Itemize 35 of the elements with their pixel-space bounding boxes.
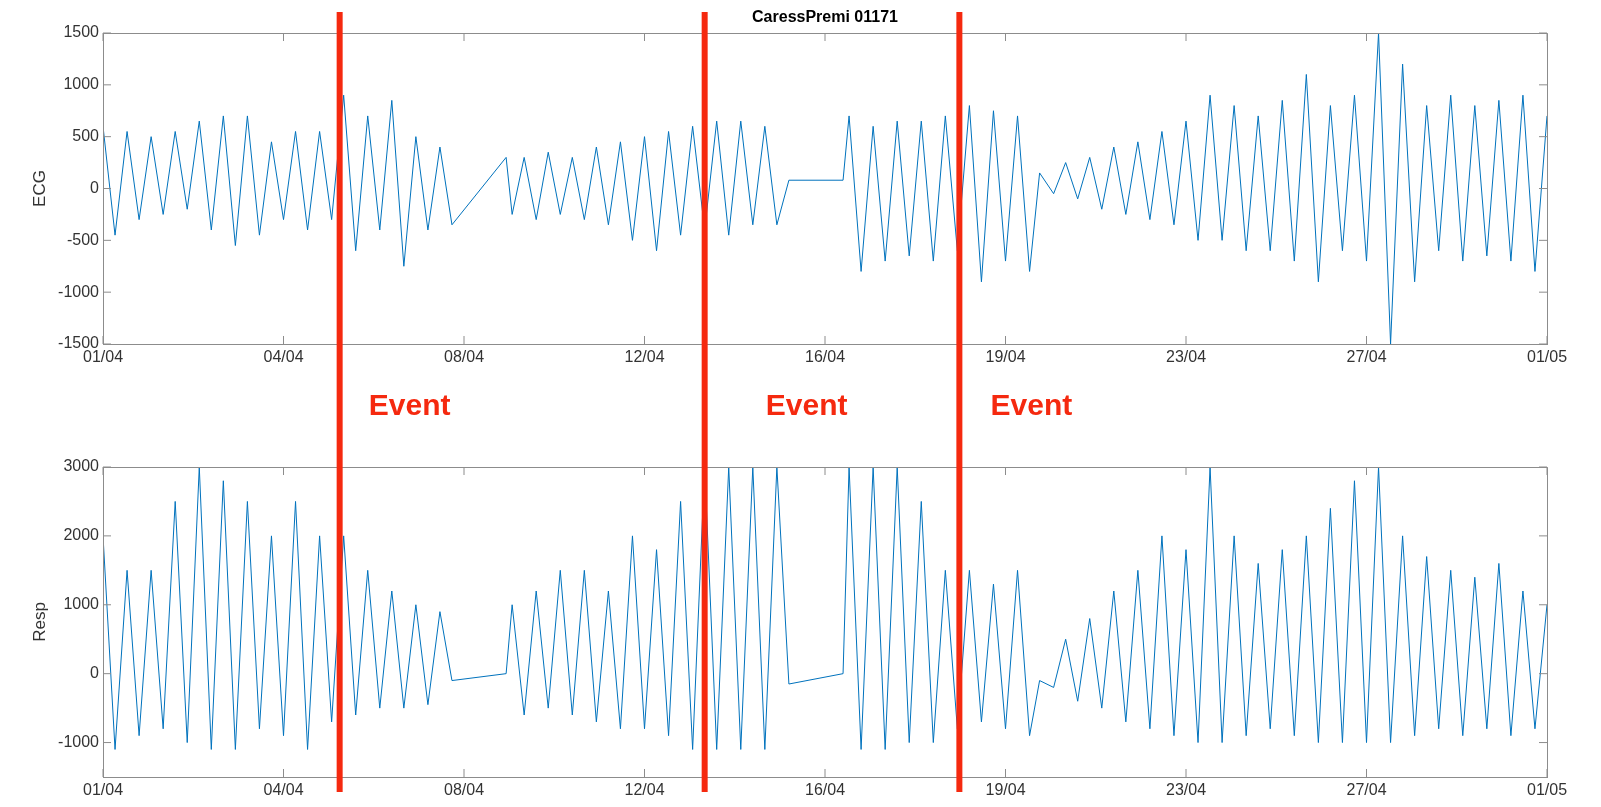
x-tick-label: 27/04 [1346,348,1387,366]
x-tick-label: 27/04 [1346,781,1387,799]
y-tick-label: -1000 [58,732,100,750]
y-tick-label: -500 [66,230,100,248]
y-tick-label: 0 [90,178,100,196]
x-tick-label: 19/04 [985,781,1026,799]
x-tick-label: 23/04 [1165,781,1207,799]
x-tick-label: 19/04 [985,348,1026,366]
y-tick-label: -1000 [58,282,100,300]
y-tick-label: 2000 [63,526,100,544]
text: Event [765,388,848,422]
x-tick-label: 01/05 [1526,781,1568,799]
x-tick-label: 08/04 [443,348,485,366]
chart-title: CaressPremi 01171 [752,8,899,26]
text: Event [990,388,1073,422]
y-tick-label: 3000 [63,457,100,475]
x-tick-label: 04/04 [263,781,304,799]
x-tick-label: 12/04 [624,348,665,366]
y-tick-label: 0 [90,664,100,682]
y-axis-title: ECG [29,170,49,207]
x-tick-label: 23/04 [1165,348,1207,366]
y-tick-label: 1000 [63,595,100,613]
x-tick-label: 04/04 [263,348,304,366]
x-tick-label: 12/04 [624,781,665,799]
x-tick-label: 01/05 [1526,348,1568,366]
x-tick-label: 16/04 [804,348,846,366]
x-tick-label: 01/04 [82,348,124,366]
y-tick-label: 500 [72,127,100,145]
y-tick-label: 1500 [63,23,100,41]
x-tick-label: 16/04 [804,781,846,799]
y-tick-label: 1000 [63,75,100,93]
y-axis-title: Resp [29,602,49,642]
text: Event [368,388,451,422]
x-tick-label: 08/04 [443,781,485,799]
x-tick-label: 01/04 [82,781,124,799]
